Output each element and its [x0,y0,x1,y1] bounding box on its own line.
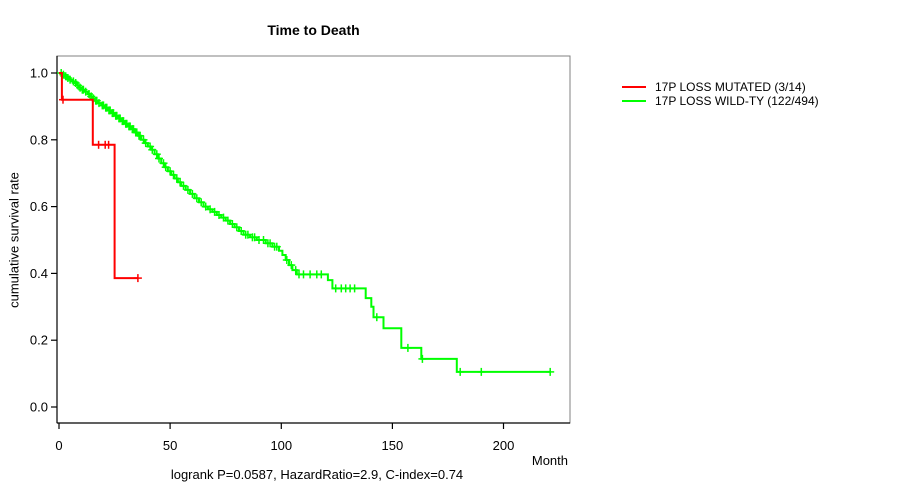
legend-label-wild-type: 17P LOSS WILD-TY (122/494) [655,94,819,108]
y-tick-label: 0.6 [30,199,48,214]
x-tick-label: 50 [163,438,177,453]
stats-footer: logrank P=0.0587, HazardRatio=2.9, C-ind… [170,467,464,482]
legend: 17P LOSS MUTATED (3/14) 17P LOSS WILD-TY… [622,80,819,108]
x-tick-label: 150 [382,438,404,453]
y-tick-label: 1.0 [30,66,48,81]
legend-line-mutated-icon [622,86,646,88]
y-tick-label: 0.4 [30,266,48,281]
survival-curve-1 [59,72,138,280]
legend-item-mutated: 17P LOSS MUTATED (3/14) [622,80,819,94]
legend-item-wild-type: 17P LOSS WILD-TY (122/494) [622,94,819,108]
y-tick-label: 0.0 [30,400,48,415]
legend-line-wild-type-icon [622,100,646,102]
x-axis-label: Month [531,453,568,468]
legend-label-mutated: 17P LOSS MUTATED (3/14) [655,80,806,94]
x-tick-label: 0 [55,438,62,453]
y-tick-label: 0.8 [30,132,48,147]
x-tick-label: 100 [270,438,292,453]
y-tick-label: 0.2 [30,333,48,348]
survival-curve-0 [59,72,551,373]
plot-border [56,55,571,424]
x-tick-label: 200 [493,438,515,453]
chart-title: Time to Death [267,22,360,38]
